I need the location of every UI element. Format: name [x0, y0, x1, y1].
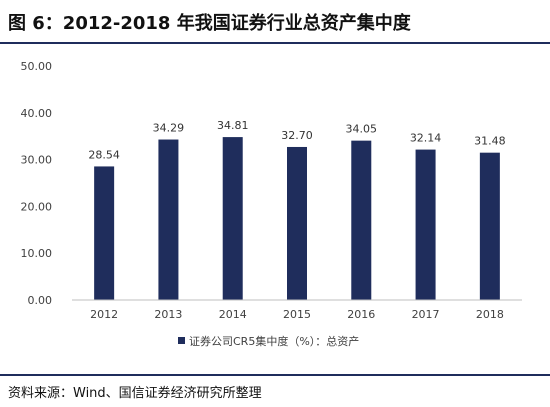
bar-value-label: 32.14 — [410, 132, 442, 145]
x-tick-label: 2016 — [347, 308, 375, 321]
bar — [351, 140, 372, 300]
bar-chart: 0.00 10.00 20.00 30.00 40.00 50.00 28.54 34.29… — [21, 60, 522, 348]
bar-value-label: 32.70 — [281, 129, 313, 142]
bar — [94, 166, 115, 300]
legend-label: 证券公司CR5集中度（%）：总资产 — [189, 334, 359, 348]
x-axis-tick-labels: 2012 2013 2014 2015 2016 2017 2018 — [90, 308, 504, 321]
y-tick-label: 40.00 — [21, 107, 53, 120]
bar — [479, 152, 500, 300]
y-tick-label: 0.00 — [28, 294, 53, 307]
y-tick-label: 30.00 — [21, 154, 53, 167]
x-tick-label: 2014 — [219, 308, 247, 321]
bar-value-label: 28.54 — [88, 148, 120, 161]
figure-title: 图 6：2012-2018 年我国证券行业总资产集中度 — [8, 13, 411, 34]
x-tick-label: 2015 — [283, 308, 311, 321]
bar-value-label: 34.81 — [217, 119, 249, 132]
bar-value-label: 34.29 — [153, 122, 185, 135]
y-axis-tick-labels: 0.00 10.00 20.00 30.00 40.00 50.00 — [21, 60, 53, 307]
y-tick-label: 20.00 — [21, 200, 53, 213]
figure-title-bar: 图 6：2012-2018 年我国证券行业总资产集中度 — [0, 0, 550, 44]
x-tick-label: 2013 — [154, 308, 182, 321]
legend-swatch — [178, 337, 185, 344]
bar-value-labels: 28.54 34.29 34.81 32.70 34.05 32.14 31.48 — [88, 119, 505, 161]
bar — [415, 149, 436, 300]
y-tick-label: 50.00 — [21, 60, 53, 73]
legend: 证券公司CR5集中度（%）：总资产 — [178, 334, 359, 348]
source-note: 资料来源：Wind、国信证券经济研究所整理 — [8, 386, 262, 401]
x-tick-label: 2012 — [90, 308, 118, 321]
bar-value-label: 31.48 — [474, 135, 506, 148]
bar-value-label: 34.05 — [346, 123, 378, 136]
bar — [158, 139, 179, 300]
y-tick-label: 10.00 — [21, 247, 53, 260]
x-tick-label: 2018 — [476, 308, 504, 321]
x-tick-label: 2017 — [412, 308, 440, 321]
bottom-divider — [0, 374, 550, 376]
bar-series — [94, 137, 500, 300]
bar — [222, 137, 243, 300]
bar — [287, 146, 307, 300]
